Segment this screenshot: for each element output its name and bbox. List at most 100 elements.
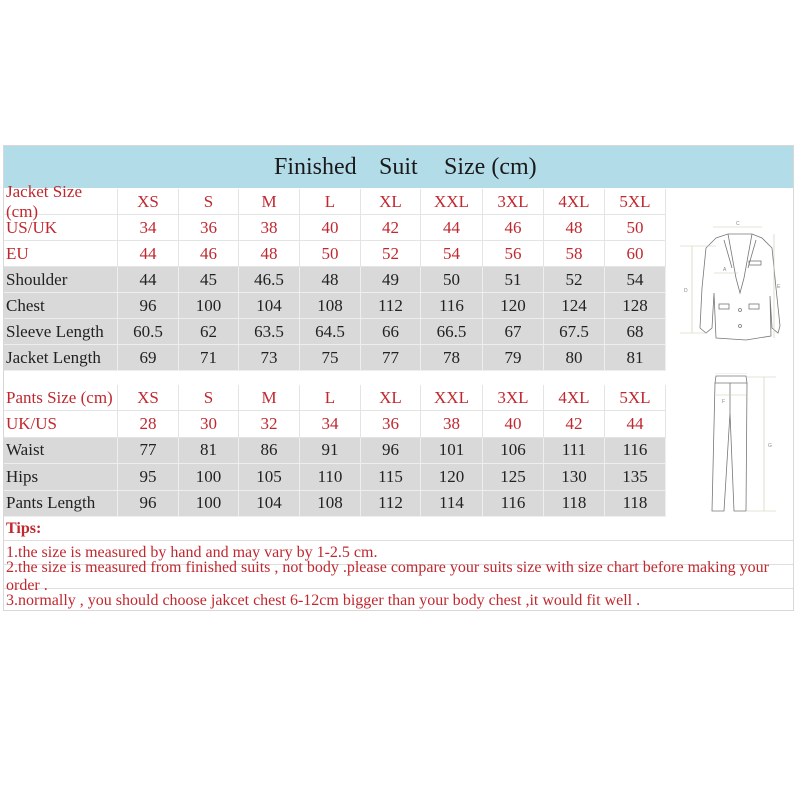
size-value: 34 — [118, 215, 179, 241]
size-value: 124 — [544, 293, 605, 319]
size-value: 104 — [239, 490, 300, 517]
pants-diagram-icon: B F G — [711, 368, 776, 512]
size-value: 125 — [483, 464, 544, 491]
size-value: 3XL — [483, 385, 544, 411]
jacket-row: Jacket Length 69 71 73 75 77 78 79 80 81 — [4, 345, 666, 371]
pants-row: UK/US 28 30 32 34 36 38 40 42 44 — [4, 411, 666, 438]
size-value: 46 — [179, 241, 239, 267]
label-c: C — [736, 221, 740, 227]
row-label: Waist — [4, 437, 118, 464]
size-value: 52 — [361, 241, 421, 267]
jacket-row: EU 44 46 48 50 52 54 56 58 60 — [4, 241, 666, 267]
size-value: 130 — [544, 464, 605, 491]
size-value: 96 — [361, 437, 421, 464]
size-value: 75 — [300, 345, 361, 371]
size-value: 60 — [605, 241, 666, 267]
jacket-row: US/UK 34 36 38 40 42 44 46 48 50 — [4, 215, 666, 241]
size-value: 111 — [544, 437, 605, 464]
size-value: M — [239, 189, 300, 215]
label-d: D — [684, 288, 688, 294]
size-value: 106 — [483, 437, 544, 464]
tip-item: 2.the size is measured from finished sui… — [4, 559, 793, 594]
size-value: 68 — [605, 319, 666, 345]
size-value: 42 — [361, 215, 421, 241]
size-value: 112 — [361, 293, 421, 319]
size-value: 101 — [421, 437, 483, 464]
size-value: 120 — [421, 464, 483, 491]
size-value: 73 — [239, 345, 300, 371]
size-value: 77 — [361, 345, 421, 371]
pants-row: Pants Length 96 100 104 108 112 114 116 118 118 — [4, 490, 666, 517]
size-value: 64.5 — [300, 319, 361, 345]
size-value: 50 — [300, 241, 361, 267]
size-value: 30 — [179, 411, 239, 438]
jacket-row: Shoulder 44 45 46.5 48 49 50 51 52 54 — [4, 267, 666, 293]
size-value: 54 — [605, 267, 666, 293]
size-value: 67.5 — [544, 319, 605, 345]
row-label: UK/US — [4, 411, 118, 438]
size-value: 116 — [605, 437, 666, 464]
size-value: 95 — [118, 464, 179, 491]
size-value: 100 — [179, 293, 239, 319]
label-f: F — [722, 399, 725, 405]
size-value: 45 — [179, 267, 239, 293]
jacket-illustration: C A D E — [666, 188, 793, 373]
size-value: 78 — [421, 345, 483, 371]
size-value: 42 — [544, 411, 605, 438]
row-label: Jacket Length — [4, 345, 118, 371]
tip-item: 1.the size is measured by hand and may v… — [4, 541, 793, 565]
tips-heading: Tips: — [4, 517, 793, 541]
size-value: 38 — [239, 215, 300, 241]
size-value: 66 — [361, 319, 421, 345]
size-value: 40 — [483, 411, 544, 438]
size-value: 54 — [421, 241, 483, 267]
size-value: 118 — [605, 490, 666, 517]
title-word: Finished — [274, 154, 357, 180]
size-value: 110 — [300, 464, 361, 491]
size-value: 38 — [421, 411, 483, 438]
size-chart: Finished Suit Size (cm) Jacket Size (cm)… — [3, 145, 794, 611]
pants-row: Hips 95 100 105 110 115 120 125 130 135 — [4, 464, 666, 491]
size-value: 100 — [179, 464, 239, 491]
size-value: 5XL — [605, 189, 666, 215]
size-value: 108 — [300, 490, 361, 517]
size-value: 3XL — [483, 189, 544, 215]
size-value: 108 — [300, 293, 361, 319]
size-value: 114 — [421, 490, 483, 517]
size-value: 80 — [544, 345, 605, 371]
size-value: 67 — [483, 319, 544, 345]
row-label: Jacket Size (cm) — [4, 182, 118, 221]
title-band: Finished Suit Size (cm) — [4, 146, 793, 188]
size-value: 46.5 — [239, 267, 300, 293]
size-value: 116 — [421, 293, 483, 319]
size-value: 77 — [118, 437, 179, 464]
size-value: 135 — [605, 464, 666, 491]
title-word: Size (cm) — [444, 154, 537, 180]
size-value: L — [300, 189, 361, 215]
size-value: 32 — [239, 411, 300, 438]
size-value: 44 — [118, 267, 179, 293]
size-value: 86 — [239, 437, 300, 464]
size-value: 56 — [483, 241, 544, 267]
size-value: 36 — [179, 215, 239, 241]
size-value: S — [179, 189, 239, 215]
size-value: 71 — [179, 345, 239, 371]
size-value: 62 — [179, 319, 239, 345]
size-value: 51 — [483, 267, 544, 293]
size-value: 104 — [239, 293, 300, 319]
size-value: 34 — [300, 411, 361, 438]
pants-row: Waist 77 81 86 91 96 101 106 111 116 — [4, 437, 666, 464]
size-value: 120 — [483, 293, 544, 319]
pants-illustration: B F G — [666, 368, 793, 517]
label-a: A — [723, 267, 727, 273]
row-label: Pants Size (cm) — [4, 385, 118, 411]
pants-size-header-row: Pants Size (cm) XS S M L XL XXL 3XL 4XL 5XL — [4, 385, 666, 411]
label-g: G — [768, 443, 772, 449]
size-value: 44 — [421, 215, 483, 241]
size-value: 44 — [605, 411, 666, 438]
size-value: 52 — [544, 267, 605, 293]
size-value: 58 — [544, 241, 605, 267]
size-value: 63.5 — [239, 319, 300, 345]
size-value: XL — [361, 189, 421, 215]
jacket-row: Chest 96 100 104 108 112 116 120 124 128 — [4, 293, 666, 319]
